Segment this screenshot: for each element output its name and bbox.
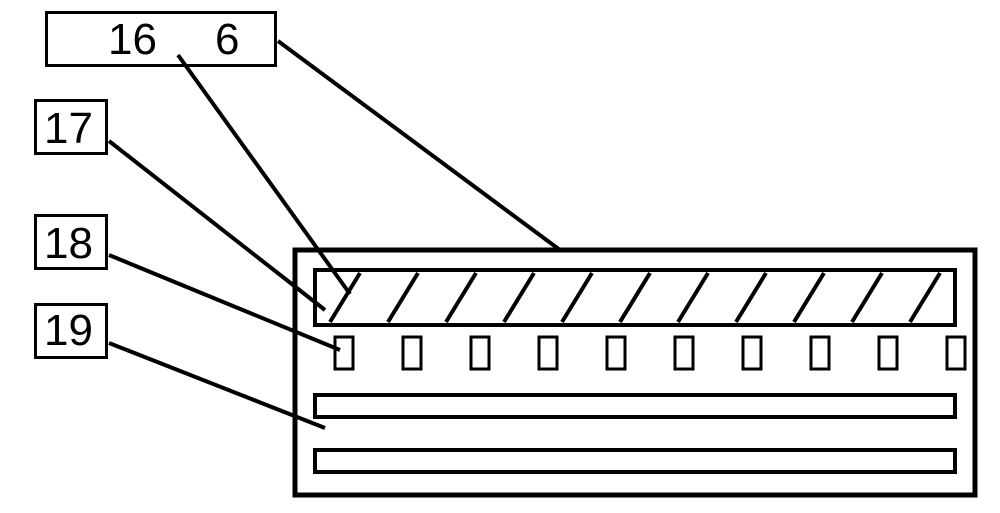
diagram-svg xyxy=(0,0,1000,513)
leader-6 xyxy=(278,41,560,250)
long-bar-18 xyxy=(315,395,955,417)
leader-18 xyxy=(109,255,340,350)
hatched-bar xyxy=(315,270,955,325)
leader-16 xyxy=(178,55,350,294)
long-bar-19 xyxy=(315,450,955,472)
tick-row xyxy=(335,337,965,369)
